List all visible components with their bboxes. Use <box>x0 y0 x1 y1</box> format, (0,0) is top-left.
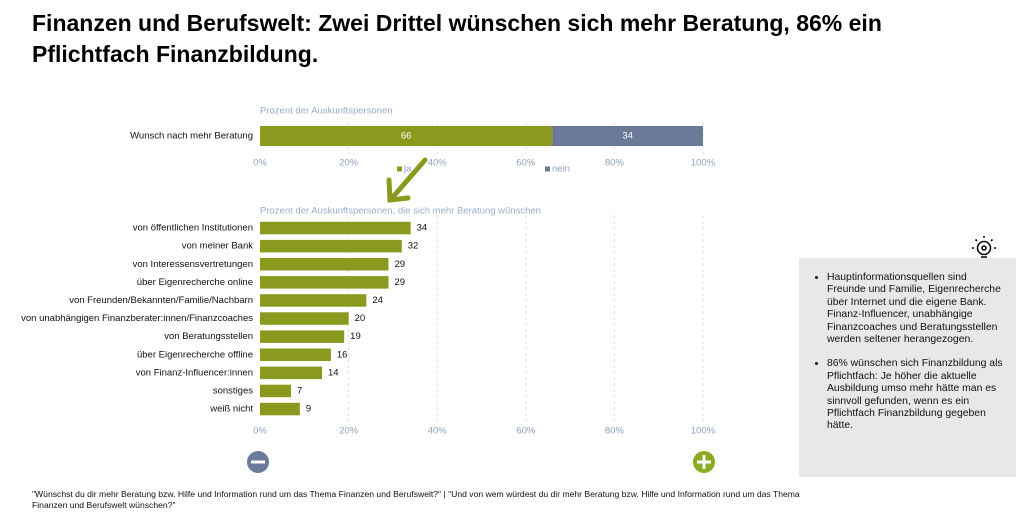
legend-label: ja <box>403 164 412 175</box>
category-label: von Interessensvertretungen <box>133 259 253 270</box>
bar <box>260 330 345 343</box>
category-label: von Beratungsstellen <box>164 331 253 342</box>
category-label: von öffentlichen Institutionen <box>133 223 253 234</box>
value-label: 7 <box>297 385 302 396</box>
category-label: von unabhängigen Finanzberater:innen/Fin… <box>21 313 253 324</box>
plus-icon <box>693 451 715 473</box>
x-tick-label: 80% <box>605 426 625 437</box>
category-label: von meiner Bank <box>182 241 254 252</box>
x-tick-label: 0% <box>253 158 267 169</box>
bar <box>260 312 349 325</box>
x-tick-label: 100% <box>691 426 716 437</box>
x-axis-label: Prozent der Auskunftspersonen, die sich … <box>260 206 541 217</box>
value-label: 24 <box>372 295 383 306</box>
value-label: 20 <box>355 313 366 324</box>
legend-label: nein <box>552 164 570 175</box>
value-label: 66 <box>401 131 412 142</box>
category-label: weiß nicht <box>209 404 253 415</box>
bar <box>260 239 402 253</box>
page-title: Finanzen und Berufswelt: Zwei Drittel wü… <box>32 10 882 67</box>
value-label: 32 <box>408 241 419 252</box>
category-label: Wunsch nach mehr Beratung <box>130 131 253 142</box>
bar <box>260 366 323 380</box>
value-label: 34 <box>622 131 633 142</box>
bar-segment <box>260 126 553 146</box>
note: Hauptinformationsquellen sind Freunde un… <box>827 272 1006 346</box>
bar <box>260 276 389 289</box>
bar <box>260 221 411 235</box>
x-tick-label: 20% <box>339 426 359 437</box>
category-label: über Eigenrecherche online <box>137 277 253 288</box>
category-label: sonstiges <box>213 385 253 396</box>
category-label: über Eigenrecherche offline <box>137 349 253 360</box>
bar <box>260 348 331 361</box>
x-axis-label: Prozent der Auskunftspersonen <box>260 106 393 117</box>
footnote: "Wünschst du dir mehr Beratung bzw. Hilf… <box>32 489 800 510</box>
bar <box>260 258 389 271</box>
note: 86% wünschen sich Finanzbildung als Pfli… <box>827 358 1006 432</box>
value-label: 34 <box>417 223 428 234</box>
minus-icon <box>247 451 269 473</box>
value-label: 29 <box>394 277 405 288</box>
value-label: 16 <box>337 349 348 360</box>
x-tick-label: 0% <box>253 426 267 437</box>
x-tick-label: 80% <box>605 158 625 169</box>
legend-swatch <box>545 166 550 172</box>
x-tick-label: 40% <box>428 426 448 437</box>
x-tick-label: 60% <box>516 158 536 169</box>
value-label: 19 <box>350 331 361 342</box>
value-label: 9 <box>306 404 311 415</box>
arrow <box>386 157 428 203</box>
lightbulb-icon <box>972 236 996 261</box>
x-tick-label: 100% <box>691 158 716 169</box>
bar <box>260 294 367 307</box>
x-tick-label: 20% <box>339 158 359 169</box>
x-tick-label: 60% <box>516 426 536 437</box>
category-label: von Freunden/Bekannten/Familie/Nachbarn <box>69 295 253 306</box>
bar <box>260 402 300 416</box>
bar <box>260 384 292 398</box>
value-label: 29 <box>394 259 405 270</box>
value-label: 14 <box>328 367 339 378</box>
x-tick-label: 40% <box>428 158 448 169</box>
notes-box: Hauptinformationsquellen sind Freunde un… <box>799 258 1016 477</box>
legend-swatch <box>397 166 402 172</box>
bar-segment <box>552 126 703 146</box>
category-label: von Finanz-Influencer:innen <box>136 367 253 378</box>
